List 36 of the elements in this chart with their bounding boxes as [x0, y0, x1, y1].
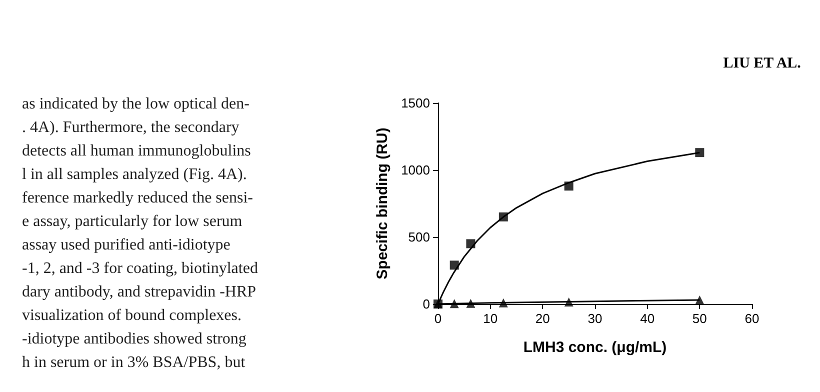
y-tick-label: 1000 — [401, 162, 430, 178]
text: l in all samples analyzed (Fig. 4A). — [22, 166, 247, 183]
y-axis-title: Specific binding (RU) — [374, 128, 391, 280]
x-tick-label: 50 — [692, 311, 707, 326]
y-tick-label: 0 — [422, 296, 430, 312]
x-tick-label: 10 — [483, 311, 498, 326]
text: LIU ET AL. — [723, 56, 802, 72]
text: dary antibody, and strepavidin -HRP — [22, 284, 256, 300]
x-tick-label: 60 — [744, 311, 760, 326]
y-tick-label: 1500 — [401, 96, 430, 110]
text: detects all human immunoglobulins — [22, 142, 251, 160]
x-tick-label: 0 — [434, 311, 442, 326]
point — [564, 297, 574, 306]
text: . 4A). Furthermore, the secondary — [22, 119, 240, 136]
y-tick-label: 500 — [408, 230, 430, 244]
point — [564, 182, 574, 191]
text: e assay, particularly for low serum — [22, 213, 243, 230]
point — [498, 212, 508, 222]
point — [498, 298, 508, 308]
x-tick-label: 40 — [640, 311, 655, 326]
text: ference markedly reduced the sensi- — [22, 190, 253, 206]
point — [695, 295, 704, 304]
point — [450, 299, 459, 308]
point — [466, 239, 476, 248]
text: h in serum or in 3% BSA/PBS, but — [22, 354, 246, 371]
x-tick-label: 30 — [588, 311, 602, 326]
x-tick-label: 20 — [535, 311, 550, 326]
point — [466, 298, 476, 308]
text: visualization of bound complexes. — [22, 307, 242, 324]
point — [695, 148, 704, 158]
text: as indicated by the low optical den- — [22, 96, 250, 112]
text: assay used purified anti-idiotype — [22, 236, 230, 254]
point — [450, 260, 459, 270]
x-axis-title: LMH3 conc. (μg/mL) — [523, 339, 667, 356]
text: -1, 2, and -3 for coating, biotinylated — [22, 260, 258, 277]
text: -idiotype antibodies showed strong — [22, 330, 246, 348]
